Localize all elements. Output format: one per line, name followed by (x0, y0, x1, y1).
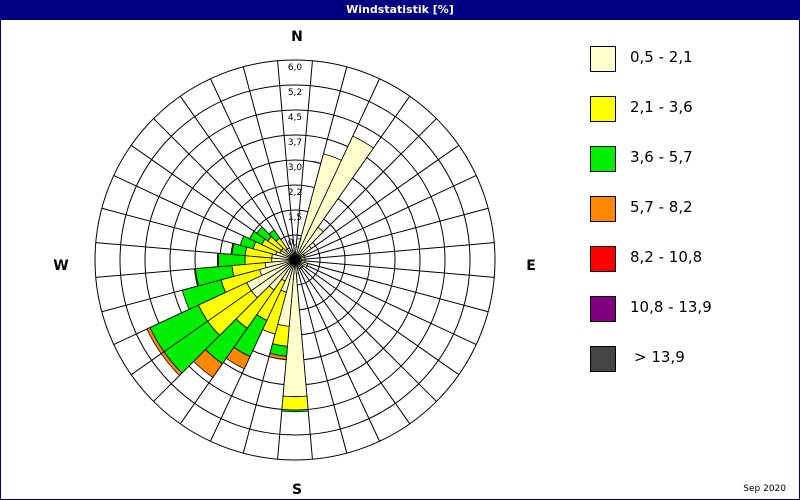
wind-bar-segment (239, 235, 257, 250)
legend-swatch (590, 146, 616, 172)
compass-labels: N E S W (53, 29, 536, 498)
wind-rose-chart: 0,7 1,5 2,2 3,0 3,7 4,5 5,2 6,0 N E S W (53, 29, 536, 498)
grid-spoke (294, 259, 380, 442)
ring-label: 1,5 (288, 213, 302, 223)
legend-swatch (590, 246, 616, 272)
grid-spoke (294, 259, 489, 313)
wind-bar-segment (181, 279, 227, 310)
grid-spoke (242, 66, 296, 261)
wind-bar-segment (268, 229, 281, 242)
window-title: Windstatistik [%] (0, 0, 800, 20)
grid-spoke (294, 175, 477, 261)
ring-label: 4,5 (288, 113, 302, 123)
wind-bar-segment (294, 245, 312, 261)
compass-label-n: N (291, 29, 303, 45)
grid-spoke (210, 78, 296, 261)
ring-label: 6,0 (288, 63, 303, 73)
wind-bar-segment (281, 408, 309, 413)
wind-bar-segment (216, 252, 220, 268)
wind-bar-segment (230, 242, 235, 255)
grid-spoke (294, 207, 489, 261)
grid-spoke (294, 259, 495, 278)
grid-spoke (294, 60, 313, 261)
wind-bar-segment (281, 395, 309, 411)
grid-spoke (294, 259, 411, 425)
grid-spoke (294, 144, 460, 261)
footer-date: Sep 2020 (743, 484, 786, 494)
legend-swatch (590, 46, 616, 72)
compass-label-s: S (292, 482, 302, 498)
ring-label: 3,0 (288, 163, 303, 173)
legend-label: 0,5 - 2,1 (630, 48, 693, 66)
legend-swatch (590, 196, 616, 222)
grid-spoke (294, 242, 495, 261)
ring-label: 5,2 (288, 88, 302, 98)
legend-swatch (590, 296, 616, 322)
ring-label: 3,7 (288, 138, 302, 148)
wind-bars (146, 135, 374, 413)
wind-bar-segment (294, 135, 374, 261)
polar-grid (94, 59, 496, 461)
legend-swatch (590, 96, 616, 122)
grid-spoke (294, 259, 477, 345)
wind-bar-segment (256, 226, 272, 242)
wind-bar-segment (146, 327, 165, 355)
wind-bar-segment (286, 247, 296, 261)
grid-spoke (294, 259, 460, 376)
wind-bar-segment (249, 230, 266, 246)
grid-spoke (294, 259, 437, 402)
legend-label: 2,1 - 3,6 (630, 98, 693, 116)
wind-bar-segment (294, 226, 324, 261)
legend-label: 10,8 - 13,9 (630, 298, 712, 316)
compass-label-w: W (53, 258, 68, 274)
wind-bar-segment (268, 352, 288, 361)
legend-label: > 13,9 (634, 348, 685, 366)
grid-ring (94, 59, 496, 461)
wind-bar-segment (292, 252, 296, 261)
ring-label: 0,7 (288, 238, 302, 248)
grid-spoke (277, 60, 296, 261)
legend-label: 3,6 - 5,7 (630, 148, 693, 166)
grid-ring (119, 84, 471, 436)
legend-label: 5,7 - 8,2 (630, 198, 693, 216)
grid-spoke (294, 259, 348, 454)
ring-label: 2,2 (288, 188, 302, 198)
legend-swatch (590, 346, 616, 372)
wind-bar-segment (193, 268, 199, 287)
compass-label-e: E (526, 258, 536, 274)
legend-label: 8,2 - 10,8 (630, 248, 703, 266)
ring-labels: 0,7 1,5 2,2 3,0 3,7 4,5 5,2 6,0 (288, 63, 303, 248)
